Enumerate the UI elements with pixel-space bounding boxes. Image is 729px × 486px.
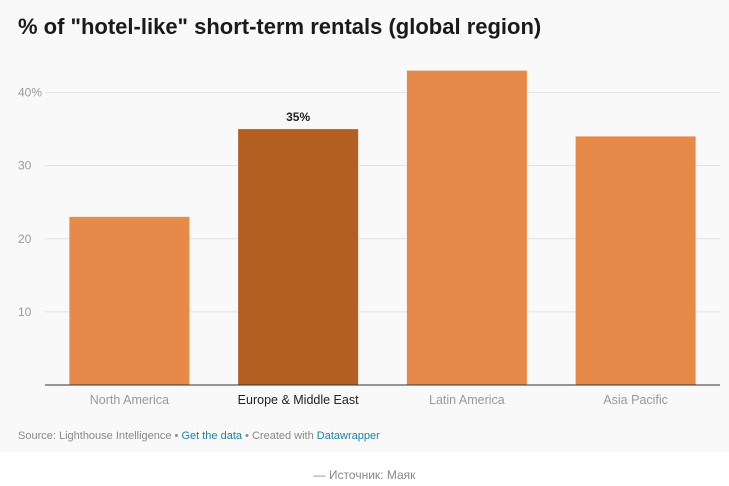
- footer-separator: •: [171, 430, 182, 442]
- footer-separator: •: [242, 430, 252, 442]
- get-data-link[interactable]: Get the data: [181, 430, 243, 442]
- bar-north-america: [69, 216, 190, 385]
- chart-title: % of "hotel-like" short-term rentals (gl…: [18, 14, 542, 39]
- chart-card: % of "hotel-like" short-term rentals (gl…: [18, 14, 720, 442]
- y-tick-label: 30: [18, 159, 32, 173]
- created-with-text: Created with: [251, 430, 317, 442]
- source-text: Source: Lighthouse Intelligence: [18, 430, 172, 442]
- y-tick-label: 40%: [18, 86, 42, 100]
- bars: [69, 70, 696, 385]
- data-label: 35%: [286, 110, 310, 124]
- y-tick-label: 10: [18, 305, 32, 319]
- bar-europe-middle-east: [238, 129, 359, 385]
- x-tick-label: Asia Pacific: [603, 393, 668, 407]
- bar-chart: 10 20 30 40% North America Europe & Middle E…: [18, 70, 720, 407]
- bar-asia-pacific: [575, 136, 696, 385]
- y-tick-labels: 10 20 30 40%: [18, 86, 42, 319]
- x-tick-labels: North America Europe & Middle East Latin A…: [90, 393, 668, 407]
- image-credit: — Источник: Маяк: [313, 468, 416, 482]
- y-tick-label: 20: [18, 232, 32, 246]
- x-tick-label: Europe & Middle East: [238, 393, 359, 407]
- x-tick-label: Latin America: [429, 393, 505, 407]
- chart-footer: Source: Lighthouse Intelligence • Get th…: [18, 430, 380, 442]
- bar-latin-america: [406, 70, 527, 385]
- data-labels: 35%: [286, 110, 310, 124]
- x-tick-label: North America: [90, 393, 169, 407]
- datawrapper-link[interactable]: Datawrapper: [316, 430, 380, 442]
